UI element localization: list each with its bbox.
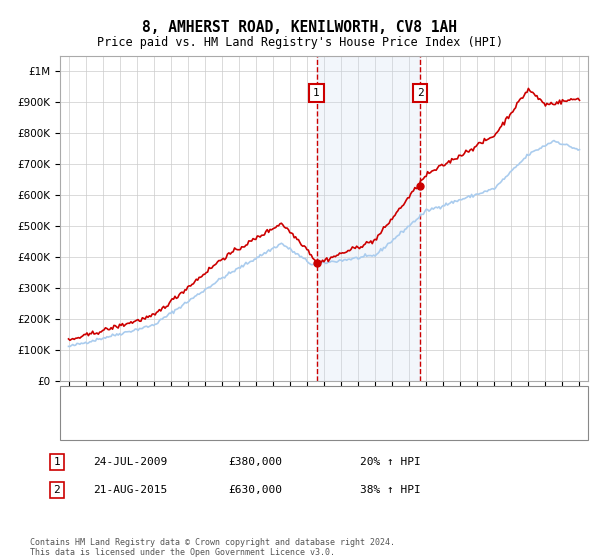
Text: 38% ↑ HPI: 38% ↑ HPI [360,485,421,495]
Text: £630,000: £630,000 [228,485,282,495]
Text: £380,000: £380,000 [228,457,282,467]
Text: 20% ↑ HPI: 20% ↑ HPI [360,457,421,467]
Text: 21-AUG-2015: 21-AUG-2015 [93,485,167,495]
Text: Price paid vs. HM Land Registry's House Price Index (HPI): Price paid vs. HM Land Registry's House … [97,36,503,49]
Text: 24-JUL-2009: 24-JUL-2009 [93,457,167,467]
Bar [317,56,420,381]
Text: 1: 1 [313,88,320,98]
Text: 2: 2 [53,485,61,495]
Text: 1: 1 [53,457,61,467]
Text: 8, AMHERST ROAD, KENILWORTH, CV8 1AH (detached house): 8, AMHERST ROAD, KENILWORTH, CV8 1AH (de… [117,398,448,407]
Text: 2: 2 [416,88,424,98]
Text: 8, AMHERST ROAD, KENILWORTH, CV8 1AH: 8, AMHERST ROAD, KENILWORTH, CV8 1AH [143,20,458,35]
Text: HPI: Average price, detached house, Warwick: HPI: Average price, detached house, Warw… [117,421,386,431]
Text: Contains HM Land Registry data © Crown copyright and database right 2024.
This d: Contains HM Land Registry data © Crown c… [30,538,395,557]
